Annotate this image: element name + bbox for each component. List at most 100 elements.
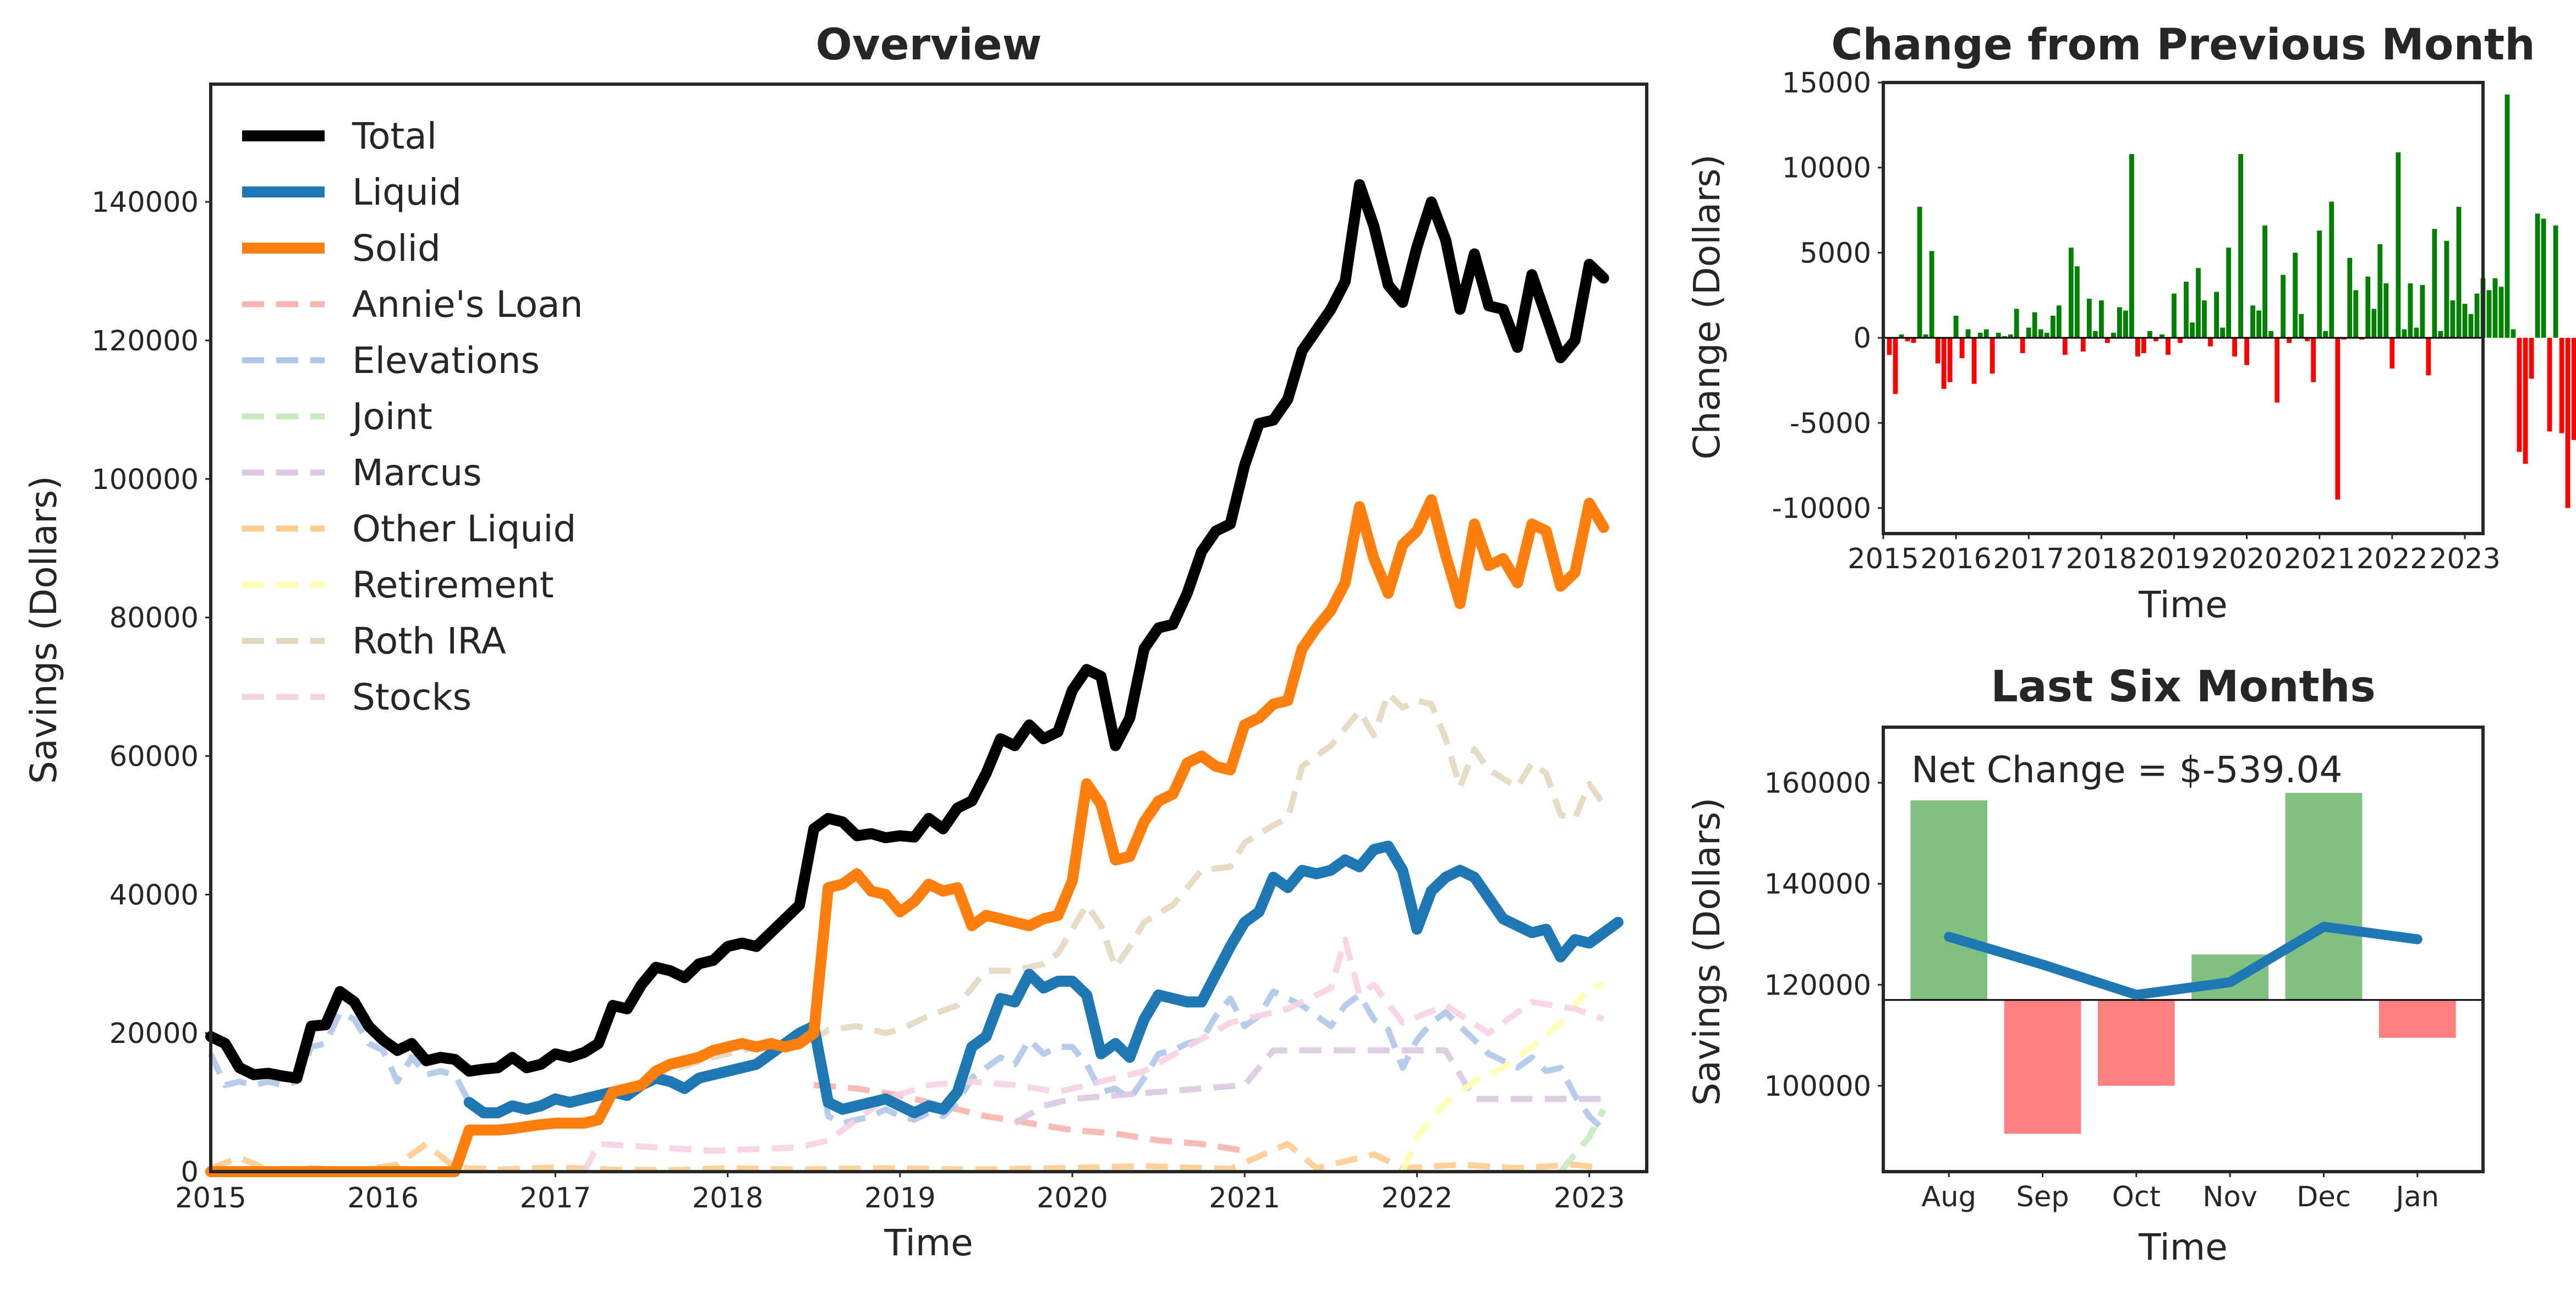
change-bar [2396,152,2401,338]
change-title: Change from Previous Month [1831,20,2535,70]
overview-y-tick-label: 80000 [109,602,199,635]
change-bar [2268,331,2273,338]
change-bar [2080,338,2086,351]
change-bar [1923,334,1928,338]
overview-y-tick-label: 100000 [91,464,199,496]
change-bar [2020,338,2025,353]
legend-label-annie-s-loan: Annie's Loan [352,283,583,326]
change-bar [1929,251,1934,338]
change-ticks: 2015 2016 2017 2018 2019 2020 2021 2022 2023 -100… [1772,67,2501,575]
change-bar [2389,338,2395,369]
overview-x-tick-label: 2017 [520,1182,591,1215]
change-bar [2571,338,2576,440]
change-bar [2432,229,2437,338]
change-bar [2293,252,2298,338]
change-bar [2166,338,2171,355]
six-months-panel: Last Six Months Time Savings (Dollars) A… [1686,662,2485,1268]
change-bar [2086,299,2092,338]
change-bar [2311,338,2316,382]
change-bar [2474,293,2480,338]
overview-y-tick-label: 60000 [109,740,199,773]
overview-axes-frame [209,83,1648,1173]
legend-label-solid: Solid [352,227,441,270]
change-bar [2335,338,2341,500]
six-months-x-tick-label: Jan [2394,1181,2439,1213]
series-line-joint [1558,1108,1607,1174]
overview-title: Overview [815,20,1042,70]
change-bar [2032,312,2037,338]
change-x-tick-label: 2023 [2429,543,2501,575]
change-y-label: Change (Dollars) [1686,154,1728,459]
change-bar [2287,338,2292,343]
change-bar [2347,257,2353,338]
legend-label-total: Total [352,115,437,157]
change-x-tick-label: 2019 [2139,543,2210,575]
six-months-bar [2098,999,2175,1086]
change-bar [2074,266,2080,338]
change-bar [2408,283,2413,338]
overview-x-tick-label: 2023 [1554,1182,1625,1215]
change-bar [2038,329,2043,338]
change-bar [2547,338,2552,432]
change-bar [1983,329,1989,338]
change-bar [2414,327,2419,338]
six-months-bar [1910,800,1988,1000]
six-months-title: Last Six Months [1991,662,2376,712]
change-bar [2105,338,2110,343]
overview-plot-area [205,179,1624,1177]
change-bar [1971,338,1977,384]
overview-x-tick-label: 2016 [347,1182,419,1215]
change-bar [2250,305,2255,338]
six-months-x-tick-label: Aug [1921,1181,1976,1213]
change-y-tick-label: 5000 [1800,237,1871,270]
change-bar [1941,338,1947,389]
change-bar [2492,278,2498,338]
legend-label-elevations: Elevations [352,339,540,382]
change-bar [2238,154,2243,338]
change-bar [1953,315,1959,338]
change-x-label: Time [2138,584,2228,626]
series-line-stocks [581,936,1605,1173]
change-bar [2559,338,2564,433]
change-bar [1917,206,1922,338]
overview-legend: Total Liquid Solid Annie's Loan Elevations Jo… [242,115,583,718]
six-months-x-label: Time [2138,1226,2228,1268]
change-bar [2541,218,2546,338]
six-months-bar [2379,999,2456,1038]
change-bar [2281,274,2286,338]
series-line-roth-ira [452,690,1607,1173]
change-bar [2365,276,2371,338]
change-bar [2099,300,2104,338]
six-months-bar [2004,999,2081,1134]
change-bar [2565,338,2570,508]
six-months-y-label: Savings (Dollars) [1686,798,1728,1106]
change-bar [2068,248,2074,338]
legend-label-joint: Joint [350,395,432,438]
change-bar [2504,94,2510,338]
change-bar [1959,338,1965,359]
change-bar [2208,338,2213,347]
change-bar [1911,338,1916,343]
six-months-x-tick-label: Sep [2016,1181,2069,1213]
change-bar [2498,287,2504,338]
change-bar [2371,309,2377,338]
change-y-tick-label: -10000 [1772,493,1871,525]
change-bar [2420,285,2425,338]
change-bar [1947,338,1953,382]
overview-x-tick-label: 2022 [1382,1182,1453,1215]
net-change-annotation: Net Change = $-539.04 [1911,749,2343,791]
change-bar [2383,283,2389,338]
overview-ticks: 2015 2016 2017 2018 2019 2020 2021 2022 2023 0 200… [91,186,1625,1215]
change-bar [2117,307,2122,338]
series-line-retirement [1400,981,1604,1173]
change-bar [2317,230,2322,338]
change-bar [2377,244,2383,338]
change-bar [2050,315,2056,338]
series-line-liquid [463,840,1624,1118]
change-bar [2196,268,2201,338]
change-bar [1887,338,1892,355]
change-bar [2184,282,2189,338]
change-bar [2305,338,2310,342]
six-months-axes-frame [1882,726,2485,1173]
change-bar [2160,334,2164,338]
